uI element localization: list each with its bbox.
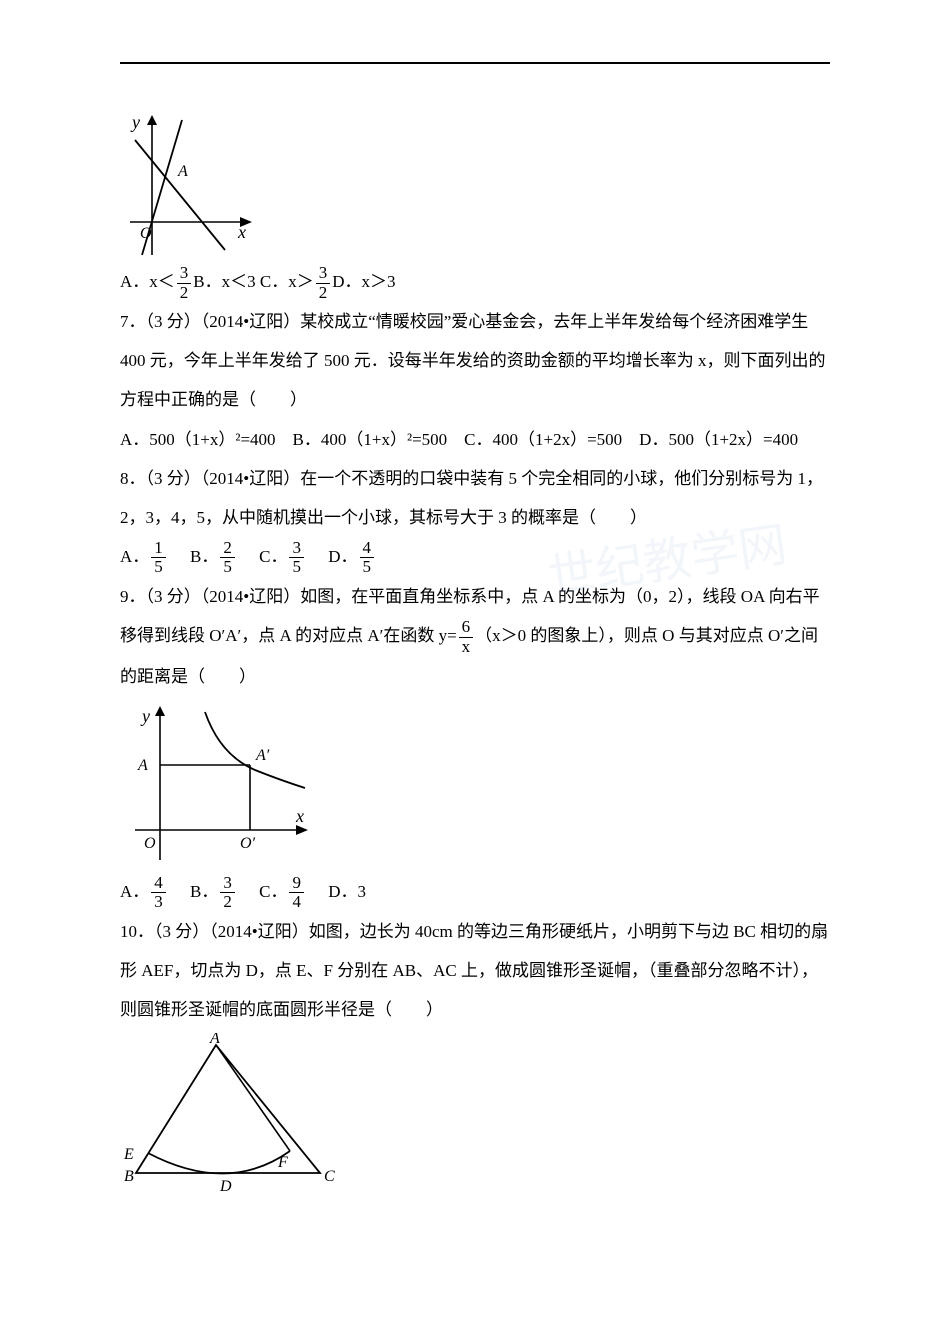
- content: y A O x A．x＜32B．x＜3 C．x＞32D．x＞3 7．（3 分）（…: [120, 110, 830, 1193]
- q8-opt-d: D．45: [328, 547, 376, 566]
- q8-opt-c: C．35: [259, 547, 306, 566]
- svg-text:A: A: [137, 757, 148, 774]
- q6-options: A．x＜32B．x＜3 C．x＞32D．x＞3: [120, 262, 830, 302]
- q10-figure: A E B D F C: [120, 1033, 830, 1193]
- q8-opt-a: A．15: [120, 547, 168, 566]
- q8-stem: 8．（3 分）（2014•辽阳）在一个不透明的口袋中装有 5 个完全相同的小球，…: [120, 459, 830, 537]
- q6-figure: y A O x: [120, 110, 830, 260]
- top-rule: [120, 62, 830, 64]
- q6-opt-c-frac: 32: [316, 264, 331, 302]
- q8-options: A．15 B．25 C．35 D．45: [120, 537, 830, 577]
- svg-text:y: y: [130, 112, 140, 132]
- q9-opt-a: A．43: [120, 882, 168, 901]
- svg-text:B: B: [124, 1168, 134, 1185]
- q6-opt-d: D．x＞3: [332, 272, 395, 291]
- svg-text:E: E: [123, 1146, 134, 1163]
- q9-figure: y A A′ O O′ x: [120, 700, 830, 870]
- svg-text:x: x: [295, 806, 304, 826]
- svg-text:F: F: [277, 1154, 288, 1171]
- svg-text:D: D: [219, 1178, 232, 1193]
- q9-opt-b: B．32: [190, 882, 237, 901]
- q7-options: A．500（1+x）²=400 B．400（1+x）²=500 C．400（1+…: [120, 420, 830, 459]
- q6-opt-a-frac: 32: [177, 264, 192, 302]
- q9-opt-c: C．94: [259, 882, 306, 901]
- q7-stem: 7．（3 分）（2014•辽阳）某校成立“情暖校园”爱心基金会，去年上半年发给每…: [120, 302, 830, 419]
- svg-text:O′: O′: [240, 835, 256, 852]
- q9-opt-d: D．3: [328, 882, 366, 901]
- svg-text:A: A: [209, 1033, 220, 1047]
- q6-opt-b: B．x＜3: [193, 272, 255, 291]
- q6-opt-c-prefix: C．x＞: [256, 272, 314, 291]
- exam-page: 世纪教学网 y A O x A．x＜: [0, 0, 950, 1344]
- q6-svg: y A O x: [120, 110, 260, 260]
- svg-text:A: A: [177, 163, 188, 180]
- q10-stem: 10．（3 分）（2014•辽阳）如图，边长为 40cm 的等边三角形硬纸片，小…: [120, 912, 830, 1029]
- svg-text:A′: A′: [255, 747, 270, 764]
- q10-svg: A E B D F C: [120, 1033, 340, 1193]
- svg-text:O: O: [144, 835, 156, 852]
- q9-options: A．43 B．32 C．94 D．3: [120, 872, 830, 912]
- svg-text:x: x: [237, 222, 246, 242]
- svg-text:y: y: [140, 706, 150, 726]
- q9-frac: 6x: [459, 618, 474, 656]
- svg-text:C: C: [324, 1168, 335, 1185]
- q9-svg: y A A′ O O′ x: [120, 700, 320, 870]
- q8-opt-b: B．25: [190, 547, 237, 566]
- svg-text:O: O: [140, 225, 152, 242]
- q9-stem: 9．（3 分）（2014•辽阳）如图，在平面直角坐标系中，点 A 的坐标为（0，…: [120, 577, 830, 695]
- q6-opt-a-prefix: A．x＜: [120, 272, 175, 291]
